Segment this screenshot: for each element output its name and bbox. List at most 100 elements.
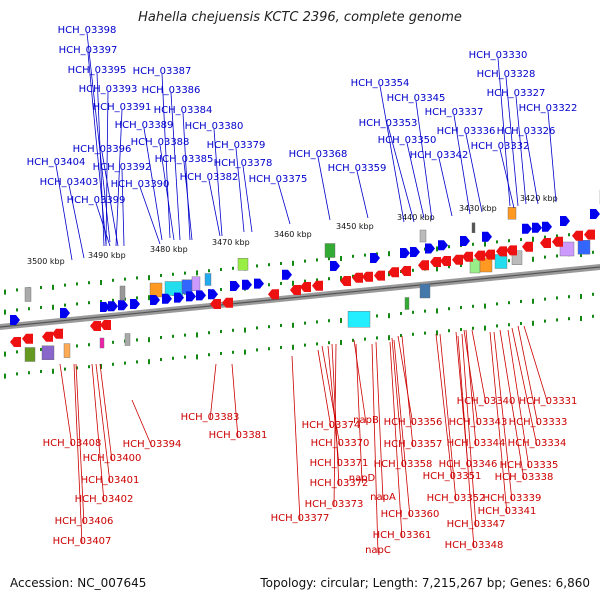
forward-gene-label: HCH_03398 [58,25,117,36]
reverse-gene-arrow [572,230,583,241]
tick-row-inner-bottom [568,295,570,299]
tick-row-outer-top [208,269,210,273]
reverse-gene-label: HCH_03344 [447,438,506,449]
leader-line [461,333,477,528]
forward-gene-label: HCH_03368 [289,149,348,160]
tick-row-outer-top [544,235,546,239]
tick-row-inner-bottom [184,333,186,337]
leader-line [379,85,405,223]
forward-gene-label: HCH_03326 [497,126,556,137]
feature-block [494,254,508,269]
leader-line [355,343,363,482]
tick-row-outer-bottom [184,355,186,359]
forward-gene-arrow [174,292,184,303]
tick-row-inner-bottom [376,314,378,318]
tick-row-outer-bottom [4,373,6,379]
kbp-label: 3460 kbp [274,230,312,239]
forward-gene-label: HCH_03342 [410,150,469,161]
tick-row-outer-top [160,274,162,277]
feature-block [471,222,476,234]
leader-line [525,133,539,205]
reverse-gene-arrow [522,241,533,252]
tick-row-outer-bottom [76,366,78,370]
feature-block [347,311,371,328]
tick-row-outer-top [484,241,486,247]
tick-row-inner-bottom [244,327,246,333]
tick-row-inner-bottom [412,310,414,314]
tick-row-inner-top [16,308,18,312]
tick-row-outer-top [376,252,378,256]
tick-row-outer-top [508,239,510,243]
leader-line [317,156,331,221]
feature-block [479,257,493,273]
tick-row-outer-top [100,280,102,285]
leader-line [277,181,291,225]
tick-row-outer-bottom [244,349,246,355]
tick-row-outer-bottom [592,314,594,318]
leader-line [96,72,105,247]
reverse-gene-arrow [10,337,21,347]
feature-block [119,285,126,301]
tick-row-inner-top [304,279,306,283]
forward-gene-arrow [186,291,196,302]
feature-block [24,287,32,302]
tick-row-outer-top [4,289,6,295]
reverse-gene-arrow [484,249,495,260]
tick-row-inner-top [268,283,270,287]
feature-block [24,347,36,362]
forward-gene-label: HCH_03385 [155,154,214,165]
reverse-gene-arrow [430,257,441,267]
tick-row-outer-top [496,240,498,244]
tick-row-outer-top [340,256,342,261]
leader-line [170,92,181,241]
reverse-gene-label: HCH_03402 [75,494,134,505]
tick-row-inner-bottom [268,325,270,329]
leader-line [353,339,367,424]
reverse-gene-arrow [506,245,517,256]
reverse-gene-label: HCH_03361 [373,530,432,541]
accession-text: Accession: NC_007645 [10,576,147,590]
feature-block [559,241,575,257]
kbp-label: 3440 kbp [397,213,435,222]
tick-row-outer-top [436,246,438,252]
tick-row-outer-bottom [328,341,330,345]
forward-gene-arrow [118,300,128,311]
reverse-gene-label: HCH_03331 [519,396,578,407]
leader-line [242,165,253,233]
reverse-gene-arrow [462,251,473,262]
feature-block [324,243,336,258]
forward-gene-label: HCH_03404 [27,157,86,168]
tick-row-outer-top [364,253,366,257]
tick-row-outer-bottom [544,319,546,323]
reverse-gene-label: HCH_03377 [271,513,330,524]
tick-row-inner-bottom [88,343,90,347]
tick-row-inner-bottom [196,332,198,338]
forward-gene-label: HCH_03345 [387,93,446,104]
tick-row-inner-top [556,254,558,258]
reverse-gene-arrow [100,320,111,330]
tick-row-outer-bottom [496,324,498,328]
tick-row-outer-bottom [484,325,486,331]
tick-row-outer-bottom [352,338,354,342]
tick-row-inner-bottom [232,328,234,332]
tick-row-inner-bottom [328,319,330,323]
forward-gene-arrow [196,290,206,301]
reverse-gene-label: HCH_03335 [500,460,559,471]
tick-row-outer-bottom [268,347,270,351]
reverse-gene-label: HCH_03348 [445,540,504,551]
feature-blocks [10,189,600,362]
tick-row-outer-top [76,282,78,286]
reverse-gene-label: HCH_03381 [209,430,268,441]
tick-row-inner-bottom [484,303,486,309]
tick-row-outer-top [352,254,354,258]
reverse-gene-label: HCH_03358 [374,459,433,470]
tick-row-outer-bottom [412,332,414,336]
tick-row-outer-bottom [28,371,30,375]
forward-gene-label: HCH_03397 [59,45,118,56]
leader-line [213,128,223,237]
reverse-gene-label: HCH_03401 [81,475,140,486]
tick-row-outer-top [316,258,318,262]
forward-gene-arrow [130,299,140,309]
tick-row-inner-top [88,301,90,305]
leader-line [547,110,557,203]
